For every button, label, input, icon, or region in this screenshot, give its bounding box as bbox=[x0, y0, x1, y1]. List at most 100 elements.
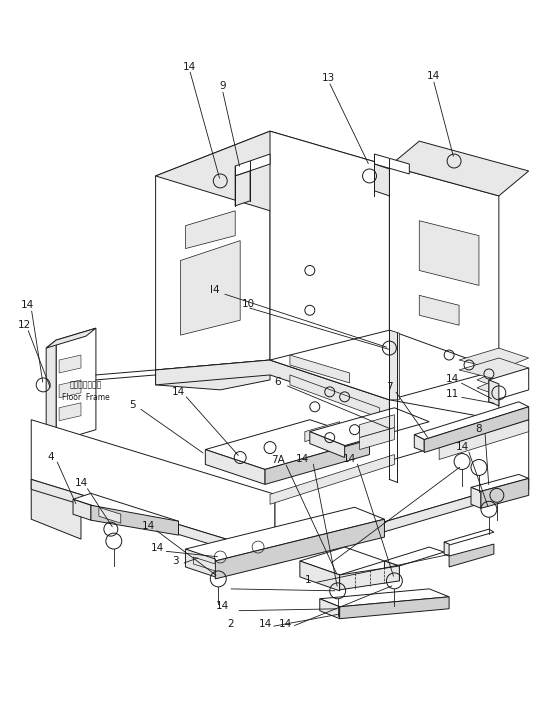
Polygon shape bbox=[444, 529, 494, 545]
Polygon shape bbox=[206, 420, 369, 470]
Polygon shape bbox=[390, 141, 529, 196]
Polygon shape bbox=[31, 420, 275, 554]
Polygon shape bbox=[439, 420, 529, 460]
Text: 7A: 7A bbox=[271, 454, 285, 465]
Polygon shape bbox=[477, 367, 529, 388]
Text: 1: 1 bbox=[305, 575, 311, 585]
Polygon shape bbox=[477, 375, 529, 396]
Polygon shape bbox=[390, 166, 499, 420]
Polygon shape bbox=[56, 328, 96, 441]
Polygon shape bbox=[459, 348, 529, 370]
Polygon shape bbox=[414, 435, 424, 452]
Polygon shape bbox=[206, 449, 265, 484]
Polygon shape bbox=[59, 355, 81, 373]
Text: 12: 12 bbox=[18, 320, 31, 330]
Polygon shape bbox=[390, 330, 399, 400]
Polygon shape bbox=[481, 478, 529, 508]
Polygon shape bbox=[156, 131, 270, 370]
Text: 14: 14 bbox=[142, 521, 155, 531]
Polygon shape bbox=[290, 355, 350, 383]
Polygon shape bbox=[31, 479, 275, 564]
Polygon shape bbox=[359, 428, 395, 449]
Polygon shape bbox=[59, 380, 81, 398]
Text: 11: 11 bbox=[446, 389, 459, 399]
Polygon shape bbox=[471, 487, 481, 508]
Polygon shape bbox=[310, 432, 345, 457]
Polygon shape bbox=[320, 599, 340, 619]
Text: 14: 14 bbox=[183, 62, 196, 71]
Polygon shape bbox=[340, 597, 449, 619]
Polygon shape bbox=[300, 547, 385, 575]
Polygon shape bbox=[419, 221, 479, 285]
Polygon shape bbox=[270, 330, 499, 400]
Polygon shape bbox=[46, 328, 96, 348]
Polygon shape bbox=[46, 340, 56, 449]
Polygon shape bbox=[459, 358, 529, 380]
Polygon shape bbox=[290, 375, 379, 417]
Polygon shape bbox=[99, 507, 121, 523]
Text: 14: 14 bbox=[343, 454, 356, 463]
Text: 14: 14 bbox=[21, 301, 34, 310]
Polygon shape bbox=[265, 440, 369, 484]
Text: 14: 14 bbox=[278, 619, 292, 629]
Polygon shape bbox=[185, 211, 235, 248]
Polygon shape bbox=[73, 499, 91, 521]
Polygon shape bbox=[305, 422, 340, 441]
Text: 13: 13 bbox=[322, 73, 335, 83]
Text: 14: 14 bbox=[426, 71, 440, 81]
Text: 10: 10 bbox=[242, 299, 255, 309]
Polygon shape bbox=[449, 544, 494, 567]
Text: 6: 6 bbox=[275, 377, 281, 387]
Polygon shape bbox=[320, 589, 449, 607]
Polygon shape bbox=[489, 380, 499, 406]
Polygon shape bbox=[374, 164, 390, 196]
Polygon shape bbox=[235, 154, 270, 176]
Polygon shape bbox=[185, 507, 385, 561]
Text: 14: 14 bbox=[446, 374, 459, 384]
Text: 14: 14 bbox=[151, 543, 164, 553]
Text: 9: 9 bbox=[219, 81, 226, 91]
Polygon shape bbox=[235, 171, 250, 205]
Polygon shape bbox=[444, 542, 449, 556]
Text: Floor  Frame: Floor Frame bbox=[62, 393, 110, 402]
Polygon shape bbox=[31, 479, 81, 539]
Polygon shape bbox=[275, 420, 529, 554]
Polygon shape bbox=[374, 154, 409, 174]
Text: 2: 2 bbox=[227, 619, 233, 629]
Polygon shape bbox=[424, 407, 529, 452]
Polygon shape bbox=[270, 131, 390, 400]
Polygon shape bbox=[156, 360, 390, 415]
Text: 5: 5 bbox=[129, 400, 136, 409]
Text: 14: 14 bbox=[216, 600, 229, 611]
Polygon shape bbox=[193, 557, 215, 571]
Polygon shape bbox=[414, 401, 529, 440]
Polygon shape bbox=[385, 547, 444, 566]
Polygon shape bbox=[156, 131, 390, 211]
Polygon shape bbox=[340, 566, 399, 590]
Text: 14: 14 bbox=[296, 454, 310, 463]
Polygon shape bbox=[91, 505, 179, 535]
Text: 3: 3 bbox=[172, 556, 179, 566]
Polygon shape bbox=[270, 454, 395, 505]
Polygon shape bbox=[180, 240, 240, 335]
Text: 7: 7 bbox=[386, 382, 393, 392]
Text: 14: 14 bbox=[455, 441, 469, 452]
Polygon shape bbox=[270, 415, 395, 465]
Polygon shape bbox=[185, 549, 215, 577]
Polygon shape bbox=[215, 519, 385, 579]
Text: 14: 14 bbox=[75, 478, 88, 489]
Polygon shape bbox=[310, 408, 429, 446]
Text: 8: 8 bbox=[476, 424, 482, 433]
Text: 14: 14 bbox=[259, 619, 272, 629]
Text: フロアフレーム: フロアフレーム bbox=[70, 380, 102, 389]
Polygon shape bbox=[471, 474, 529, 492]
Polygon shape bbox=[300, 561, 340, 591]
Text: 14: 14 bbox=[172, 387, 185, 397]
Polygon shape bbox=[156, 360, 270, 390]
Polygon shape bbox=[275, 479, 529, 564]
Polygon shape bbox=[359, 415, 395, 438]
Text: 4: 4 bbox=[48, 452, 54, 462]
Polygon shape bbox=[419, 295, 459, 325]
Polygon shape bbox=[59, 403, 81, 420]
Polygon shape bbox=[73, 494, 179, 527]
